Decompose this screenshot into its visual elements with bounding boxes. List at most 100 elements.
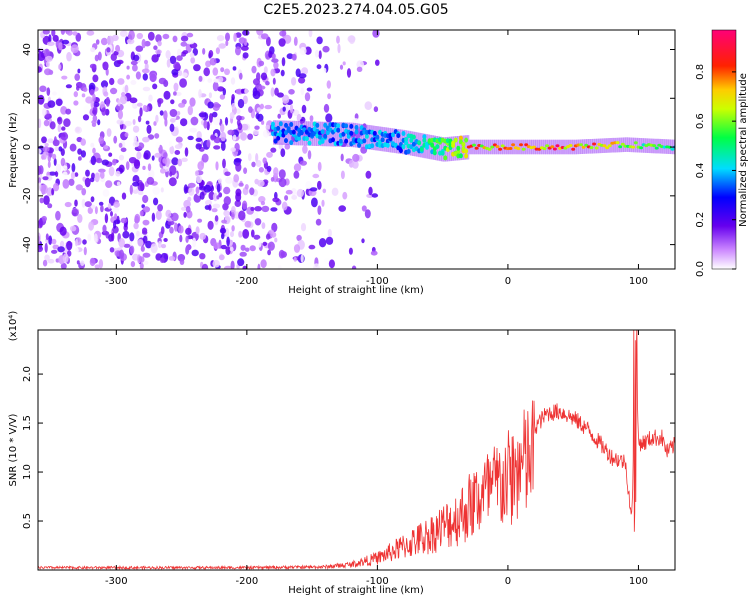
spectrogram-cell xyxy=(95,157,103,164)
spectrogram-cell xyxy=(230,260,235,269)
spectrogram-cell xyxy=(55,163,62,173)
spectrogram-cell xyxy=(233,174,240,183)
spectrogram-cell xyxy=(464,137,469,143)
spectrogram-cell xyxy=(211,208,218,213)
spectrogram-cell xyxy=(62,253,69,263)
spectrogram-cell xyxy=(300,254,304,263)
spectrogram-cell xyxy=(342,61,346,66)
spectrogram-cell xyxy=(254,125,260,130)
snr-panel: -300 -200 -100 0 100 0.5 1.0 1.5 2.0 Height of … xyxy=(8,311,676,596)
spectrogram-cell xyxy=(129,97,138,104)
spectrogram-cell xyxy=(212,115,221,126)
spectrogram-cell xyxy=(165,50,171,59)
spectrogram-cell xyxy=(430,142,435,148)
spectrogram-cell xyxy=(141,38,146,49)
spectrogram-cell xyxy=(535,139,538,155)
spectrogram-cell xyxy=(244,88,249,94)
spectrogram-cell xyxy=(396,129,399,154)
spectrogram-cell xyxy=(554,139,558,155)
spectrogram-cell xyxy=(42,107,47,117)
spectrogram-cell xyxy=(170,99,175,105)
spectrogram-cell xyxy=(384,127,388,152)
spectrogram-cell xyxy=(476,139,480,155)
colorbar: 0.0 0.2 0.4 0.6 0.8 Normalized spectral ampl… xyxy=(695,29,749,277)
spectrogram-cell xyxy=(73,91,79,98)
spectrogram-cell xyxy=(344,123,349,129)
spectrogram-cell xyxy=(68,178,75,186)
spectrogram-cell xyxy=(398,129,401,154)
spectrogram-cell xyxy=(138,256,145,263)
spectrogram-cell xyxy=(323,257,331,263)
colorbar-tick-label: 0.0 xyxy=(695,261,706,277)
spectrogram-cell xyxy=(268,50,273,59)
spectrogram-cell xyxy=(212,67,219,76)
spectrogram-cell xyxy=(251,229,255,238)
spectrogram-cell xyxy=(65,84,72,89)
spectrogram-cell xyxy=(472,139,476,155)
spectrogram-cell xyxy=(38,148,42,154)
spectrogram-cell xyxy=(365,170,372,179)
spectrogram-cell xyxy=(273,61,279,69)
spectrogram-cell xyxy=(244,184,249,190)
spectrogram-cell xyxy=(464,153,469,159)
x-tick-label: -200 xyxy=(236,276,259,287)
snr-y-multiplier: (x10⁴) xyxy=(8,311,19,342)
spectrogram-cell xyxy=(90,204,96,209)
spectrogram-cell xyxy=(57,246,65,253)
spectrogram-cell xyxy=(312,173,320,179)
spectrogram-cell xyxy=(323,133,328,139)
spectrogram-cell xyxy=(147,31,155,41)
spectrogram-cell xyxy=(154,133,160,139)
spectrogram-cell xyxy=(261,41,266,49)
spectrogram-cell xyxy=(270,177,275,182)
spectrogram-cell xyxy=(155,34,162,43)
spectrogram-cell xyxy=(613,137,617,153)
spectrogram-cell xyxy=(400,129,403,154)
spectrogram-cell xyxy=(589,146,594,150)
spectrogram-cell xyxy=(107,203,112,210)
spectrogram-cell xyxy=(276,125,281,131)
spectrogram-cell xyxy=(163,152,168,159)
spectrogram-cell xyxy=(94,206,98,215)
spectrogram-cell xyxy=(55,98,63,107)
spectrogram-cell xyxy=(195,226,200,235)
spectrogram-cell xyxy=(439,136,442,162)
spectrogram-cell xyxy=(212,81,219,92)
spectrogram-cell xyxy=(256,30,264,36)
spectrogram-cell xyxy=(176,111,181,116)
spectrogram-cell xyxy=(110,87,118,95)
spectrogram-cell xyxy=(293,109,300,117)
spectrogram-frame xyxy=(37,29,676,270)
spectrogram-cell xyxy=(631,137,634,153)
spectrogram-cell xyxy=(106,128,112,137)
spectrogram-cell xyxy=(336,123,341,129)
spectrogram-cell xyxy=(76,85,80,91)
spectrogram-cell xyxy=(140,245,145,252)
spectrogram-cell xyxy=(136,32,143,40)
spectrogram-cell xyxy=(173,61,181,70)
spectrogram-cell xyxy=(372,130,377,136)
spectrogram-cell xyxy=(91,119,97,125)
spectrogram-cell xyxy=(62,171,68,179)
spectrogram-cell xyxy=(294,120,297,146)
spectrogram-cell xyxy=(594,146,599,150)
spectrogram-cell xyxy=(142,86,151,92)
spectrogram-cell xyxy=(266,151,273,158)
spectrogram-cell xyxy=(244,247,250,252)
spectrogram-cell xyxy=(230,147,236,152)
spectrogram-cell xyxy=(187,182,196,188)
spectrogram-cell xyxy=(258,167,264,173)
spectrogram-cell xyxy=(109,77,115,86)
spectrogram-cell xyxy=(265,81,270,86)
spectrogram-cell xyxy=(220,141,226,151)
spectrogram-cell xyxy=(169,109,178,117)
spectrogram-cell xyxy=(72,31,78,36)
spectrogram-cell xyxy=(47,100,56,108)
spectrogram-cell xyxy=(280,148,286,158)
spectrogram-cell xyxy=(201,263,209,269)
x-tick-label: -100 xyxy=(366,576,389,587)
spectrogram-cell xyxy=(348,247,353,255)
spectrogram-cell xyxy=(252,78,261,86)
spectrogram-cell xyxy=(132,141,140,148)
spectrogram-cell xyxy=(38,245,43,253)
